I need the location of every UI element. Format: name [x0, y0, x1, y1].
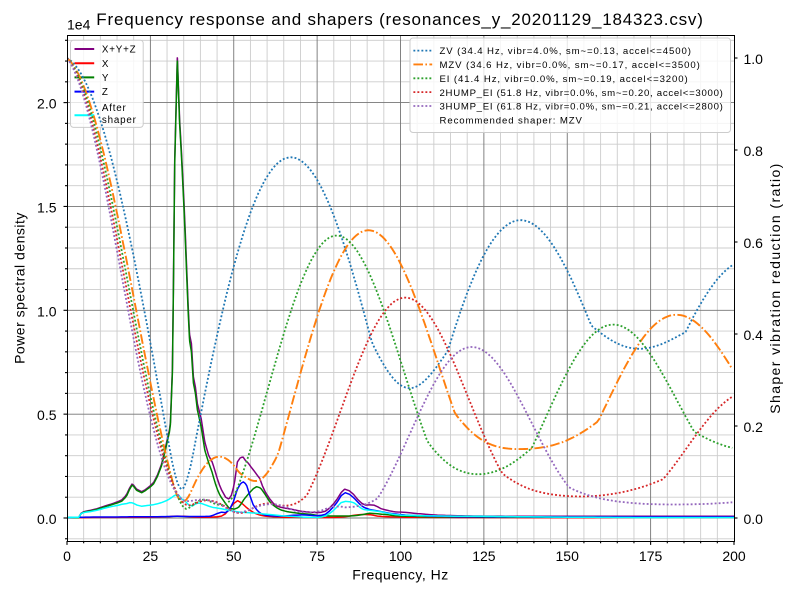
svg-text:0.5: 0.5	[37, 407, 57, 423]
svg-text:175: 175	[639, 548, 663, 564]
svg-text:Shaper vibration reduction (ra: Shaper vibration reduction (ratio)	[767, 162, 783, 413]
svg-text:1.0: 1.0	[744, 51, 764, 67]
svg-text:2HUMP_EI (51.8 Hz, vibr=0.0%,: 2HUMP_EI (51.8 Hz, vibr=0.0%, sm~=0.20, …	[440, 88, 724, 99]
svg-text:Y: Y	[102, 73, 109, 84]
svg-text:125: 125	[472, 548, 496, 564]
svg-text:0.0: 0.0	[37, 511, 57, 527]
svg-text:0: 0	[63, 548, 71, 564]
svg-text:shaper: shaper	[102, 115, 137, 126]
svg-text:X+Y+Z: X+Y+Z	[102, 45, 136, 56]
svg-text:EI (41.4 Hz, vibr=0.0%, sm~=0.: EI (41.4 Hz, vibr=0.0%, sm~=0.19, accel<…	[440, 74, 689, 85]
svg-text:100: 100	[389, 548, 413, 564]
svg-text:X: X	[102, 59, 109, 70]
svg-text:MZV (34.6 Hz, vibr=0.0%, sm~=0: MZV (34.6 Hz, vibr=0.0%, sm~=0.17, accel…	[440, 60, 701, 71]
svg-text:0.0: 0.0	[744, 511, 764, 527]
svg-text:Frequency response and shapers: Frequency response and shapers (resonanc…	[96, 10, 703, 29]
svg-text:Frequency, Hz: Frequency, Hz	[352, 567, 449, 583]
svg-text:0.8: 0.8	[744, 143, 764, 159]
svg-text:1.5: 1.5	[37, 200, 57, 216]
svg-text:75: 75	[309, 548, 325, 564]
svg-text:3HUMP_EI (61.8 Hz, vibr=0.0%,: 3HUMP_EI (61.8 Hz, vibr=0.0%, sm~=0.21, …	[440, 102, 724, 113]
svg-text:0.6: 0.6	[744, 235, 764, 251]
svg-text:25: 25	[143, 548, 159, 564]
svg-text:50: 50	[226, 548, 242, 564]
svg-text:0.2: 0.2	[744, 419, 764, 435]
svg-text:After: After	[102, 103, 127, 114]
svg-text:1e4: 1e4	[67, 17, 91, 33]
svg-text:0.4: 0.4	[744, 327, 764, 343]
svg-text:Z: Z	[102, 87, 109, 98]
svg-text:1.0: 1.0	[37, 303, 57, 319]
svg-text:200: 200	[722, 548, 746, 564]
svg-text:Recommended shaper: MZV: Recommended shaper: MZV	[440, 115, 583, 126]
svg-text:Power spectral density: Power spectral density	[12, 212, 28, 364]
svg-text:2.0: 2.0	[37, 96, 57, 112]
svg-text:150: 150	[556, 548, 580, 564]
svg-text:ZV (34.4 Hz, vibr=4.0%, sm~=0.: ZV (34.4 Hz, vibr=4.0%, sm~=0.13, accel<…	[440, 46, 692, 57]
